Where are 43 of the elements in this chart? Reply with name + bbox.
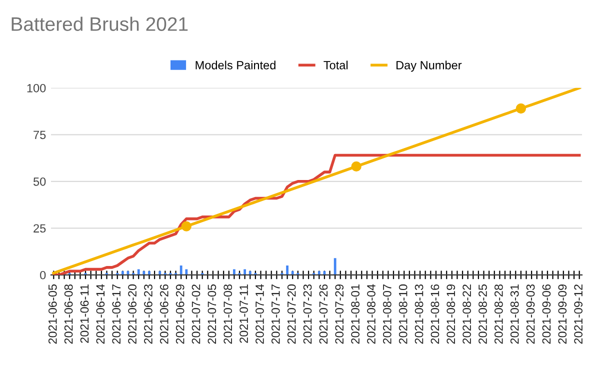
x-tick-label: 2021-06-26 [160,284,168,344]
x-tick-label: 2021-09-03 [526,284,535,344]
legend-label: Total [324,60,348,70]
x-tick-label: 2021-07-29 [335,284,344,344]
x-tick-label: 2021-07-14 [256,284,264,344]
x-tick-label: 2021-07-23 [303,284,312,344]
x-tick-label: 2021-08-16 [430,284,440,344]
y-tick-label: 100 [27,84,46,92]
x-tick-label: 2021-07-11 [240,284,248,343]
x-tick-label: 2021-06-20 [128,284,136,344]
x-tick-label: 2021-08-31 [510,284,519,344]
x-tick-label: 2021-08-22 [462,284,472,344]
x-tick-label: 2021-08-04 [367,284,376,344]
x-tick-label: 2021-07-02 [192,284,200,344]
x-tick-label: 2021-07-17 [271,284,280,344]
y-tick-label: 25 [34,224,46,233]
legend-label: Models Painted [196,60,276,70]
x-tick-label: 2021-06-23 [144,284,152,344]
x-tick-label: 2021-06-11 [80,284,89,343]
x-tick-label: 2021-08-07 [382,284,392,344]
x-tick-label: 2021-06-14 [96,284,105,344]
x-tick-label: 2021-07-20 [287,284,296,344]
x-tick-label: 2021-08-13 [414,284,424,344]
x-tick-label: 2021-08-25 [478,284,487,344]
x-tick-label: 2021-08-10 [398,284,408,344]
x-tick-label: 2021-08-19 [446,284,456,344]
x-tick-label: 2021-07-26 [319,284,328,344]
x-tick-label: 2021-09-12 [574,284,583,344]
x-tick-label: 2021-08-01 [351,284,360,344]
x-tick-label: 2021-07-05 [208,284,216,344]
x-tick-label: 2021-07-08 [224,284,232,344]
y-tick-label: 50 [33,177,46,186]
x-tick-label: 2021-06-08 [64,284,73,344]
x-tick-label: 2021-06-05 [48,284,57,344]
x-tick-label: 2021-09-09 [558,284,567,344]
chart-title: Battered Brush 2021 [12,16,188,31]
legend-label: Day Number [396,60,462,72]
y-tick-label: 0 [40,270,46,280]
x-tick-label: 2021-08-28 [494,284,503,344]
y-tick-label: 75 [34,130,46,140]
x-tick-label: 2021-06-29 [176,284,184,344]
x-tick-label: 2021-06-17 [112,284,121,344]
x-tick-label: 2021-09-06 [542,284,551,344]
